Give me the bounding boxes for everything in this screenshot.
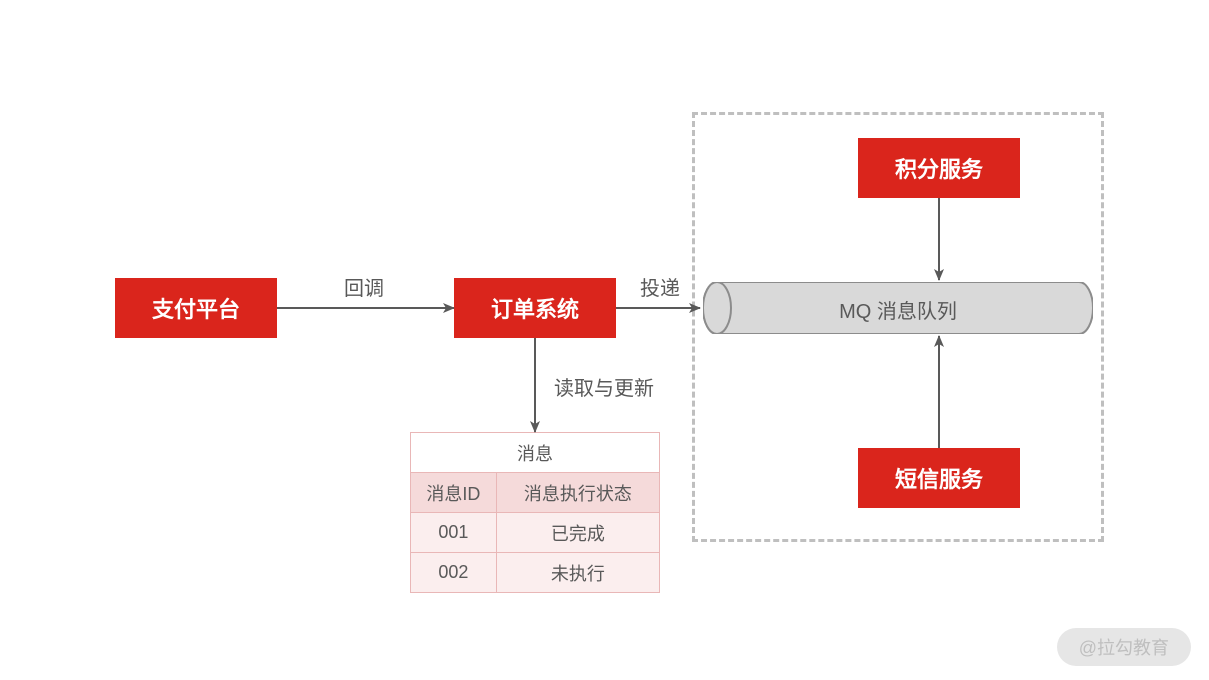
diagram-canvas: MQ 消息队列 支付平台 订单系统 积分服务 短信服务 回调 投递 读取与更新 …	[0, 0, 1209, 680]
table-cell: 002	[411, 553, 497, 593]
table-row: 001 已完成	[411, 513, 660, 553]
mq-cylinder: MQ 消息队列	[703, 282, 1093, 334]
table-cell: 未执行	[496, 553, 659, 593]
watermark-text: @拉勾教育	[1079, 638, 1169, 658]
node-payment: 支付平台	[115, 278, 277, 338]
message-table: 消息 消息ID 消息执行状态 001 已完成 002 未执行	[410, 432, 660, 593]
node-sms: 短信服务	[858, 448, 1020, 508]
table-title: 消息	[411, 433, 660, 473]
node-sms-label: 短信服务	[895, 462, 983, 494]
node-points-label: 积分服务	[895, 152, 983, 184]
node-order: 订单系统	[454, 278, 616, 338]
mq-label: MQ 消息队列	[703, 295, 1093, 324]
table-col-0: 消息ID	[411, 473, 497, 513]
table-cell: 已完成	[496, 513, 659, 553]
table-title-row: 消息	[411, 433, 660, 473]
node-order-label: 订单系统	[491, 292, 579, 324]
node-points: 积分服务	[858, 138, 1020, 198]
edge-label-deliver: 投递	[640, 272, 680, 301]
edge-label-readupd: 读取与更新	[554, 372, 654, 401]
node-payment-label: 支付平台	[152, 292, 240, 324]
edge-label-callback: 回调	[344, 272, 384, 301]
watermark-badge: @拉勾教育	[1057, 628, 1191, 666]
table-header-row: 消息ID 消息执行状态	[411, 473, 660, 513]
table-row: 002 未执行	[411, 553, 660, 593]
table-col-1: 消息执行状态	[496, 473, 659, 513]
table-cell: 001	[411, 513, 497, 553]
